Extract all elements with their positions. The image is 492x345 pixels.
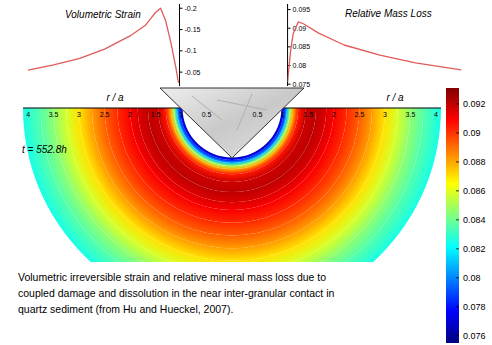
colorbar-tick (456, 219, 459, 220)
grain-texture (192, 94, 267, 130)
tick (288, 46, 291, 47)
colorbar-tick (456, 161, 459, 162)
data-line (28, 8, 178, 83)
caption: Volumetric irreversible strain and relat… (18, 271, 326, 283)
tick-label: 2.5 (100, 111, 110, 118)
colorbar-tick (456, 190, 459, 191)
chart-title: Relative Mass Loss (345, 8, 432, 19)
colorbar-label: 0.086 (463, 186, 486, 196)
colorbar-label: 0.08 (463, 273, 481, 283)
tick-label: 0.5 (253, 111, 263, 118)
caption: quartz sediment (from Hu and Hueckel, 20… (18, 303, 233, 315)
plot-area (28, 8, 178, 83)
y-axis (179, 4, 180, 86)
colorbar-tick (456, 306, 459, 307)
tick-label: 3.5 (406, 111, 416, 118)
tick-label: 0.085 (293, 43, 311, 50)
tick-label: 2 (332, 111, 336, 118)
annotation: t = 552.8h (22, 144, 67, 155)
tick (288, 9, 291, 10)
caption: coupled damage and dissolution in the ne… (18, 287, 335, 299)
data-line (288, 22, 462, 82)
axis-label: r / a (106, 92, 124, 103)
colorbar-tick (456, 132, 459, 133)
tick-label: 3 (383, 111, 387, 118)
grain (160, 88, 304, 158)
tick (179, 8, 182, 9)
colorbar-label: 0.076 (463, 331, 486, 341)
tick (288, 28, 291, 29)
figure: 0.5 1 1.5 2 2.5 3 3.5 4 0.5 1 1.5 2 2.5 3 3.5 4 r / a r /… (0, 0, 492, 345)
plot-area (288, 22, 462, 82)
colorbar-label: 0.082 (463, 244, 486, 254)
tick-label: -0.15 (184, 26, 200, 33)
tick (179, 72, 182, 73)
tick-label: -0.05 (184, 69, 200, 76)
tick-label: 3.5 (49, 111, 59, 118)
colorbar-label: 0.092 (463, 99, 486, 109)
colorbar-tick (456, 103, 459, 104)
tick-label: 3 (77, 111, 81, 118)
tick-label: 0.095 (293, 6, 311, 13)
tick-label: -0.1 (184, 47, 196, 54)
colorbar-label: 0.078 (463, 302, 486, 312)
tick-label: 1.5 (151, 111, 161, 118)
colorbar-tick (456, 335, 459, 336)
tick-label: 1 (179, 111, 183, 118)
colorbar (446, 88, 459, 343)
caption-box (0, 262, 442, 345)
chart-title: Volumetric Strain (65, 9, 141, 20)
tick-label: 0.075 (293, 81, 311, 88)
tick-label: 1.5 (304, 111, 314, 118)
tick (179, 50, 182, 51)
colorbar-tick (456, 277, 459, 278)
tick (288, 84, 291, 85)
tick-label: 2 (128, 111, 132, 118)
tick-label: 2.5 (355, 111, 365, 118)
colorbar-label: 0.09 (463, 128, 481, 138)
tick-label: 4 (26, 111, 30, 118)
tick-label: 0.08 (293, 62, 307, 69)
tick (179, 29, 182, 30)
axis-label: r / a (386, 92, 404, 103)
colorbar-tick (456, 248, 459, 249)
tick-label: 0.5 (202, 111, 212, 118)
tick-label: 1 (281, 111, 285, 118)
tick-label: 4 (434, 111, 438, 118)
tick-label: -0.2 (184, 5, 196, 12)
colorbar-label: 0.088 (463, 157, 486, 167)
colorbar-label: 0.084 (463, 215, 486, 225)
